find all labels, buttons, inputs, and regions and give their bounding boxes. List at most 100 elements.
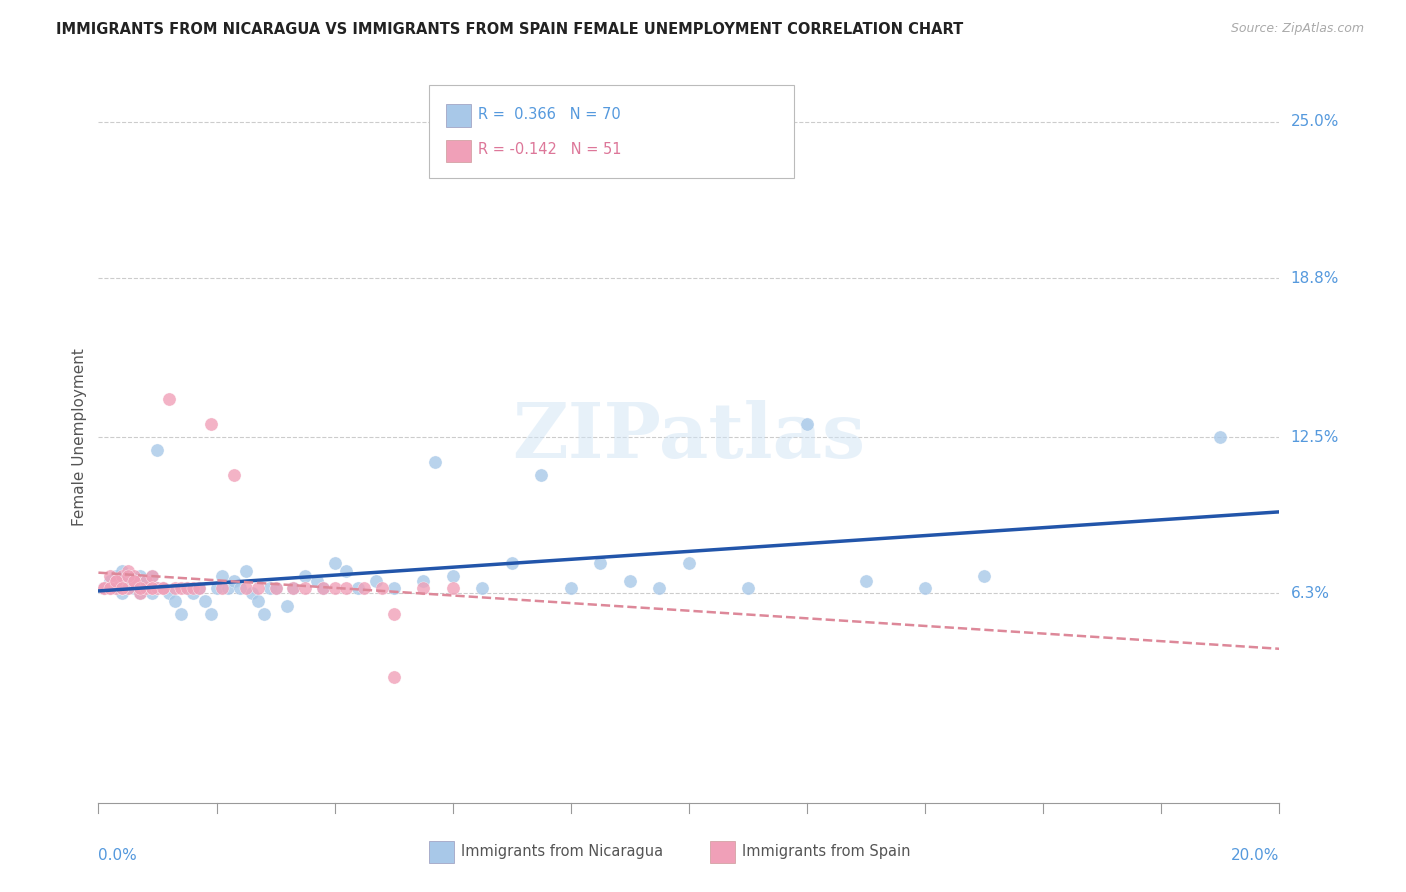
Point bbox=[117, 582, 139, 596]
Point bbox=[276, 599, 298, 613]
Point bbox=[141, 569, 163, 583]
Point bbox=[111, 569, 134, 583]
Point bbox=[98, 582, 121, 596]
Point bbox=[128, 582, 150, 596]
Point bbox=[294, 582, 316, 596]
Point bbox=[211, 582, 233, 596]
Point bbox=[128, 582, 150, 596]
Point bbox=[305, 574, 328, 588]
Point bbox=[146, 582, 169, 596]
Point bbox=[122, 574, 145, 588]
Point bbox=[128, 569, 150, 583]
Point bbox=[441, 582, 464, 596]
Point bbox=[128, 582, 150, 596]
Point bbox=[111, 582, 134, 596]
Point bbox=[246, 582, 269, 596]
Point bbox=[135, 582, 157, 596]
Point bbox=[335, 564, 357, 578]
Point bbox=[423, 455, 446, 469]
Point bbox=[165, 582, 187, 596]
Point bbox=[111, 582, 134, 596]
Point bbox=[128, 586, 150, 600]
Point bbox=[312, 582, 335, 596]
Point bbox=[217, 582, 239, 596]
Text: Source: ZipAtlas.com: Source: ZipAtlas.com bbox=[1230, 22, 1364, 36]
Point bbox=[323, 582, 346, 596]
Point bbox=[135, 582, 157, 596]
Point bbox=[560, 582, 582, 596]
Point bbox=[211, 569, 233, 583]
Text: 18.8%: 18.8% bbox=[1291, 270, 1339, 285]
Point bbox=[181, 582, 204, 596]
Point bbox=[283, 582, 305, 596]
Point bbox=[294, 569, 316, 583]
Text: 20.0%: 20.0% bbox=[1232, 848, 1279, 863]
Point bbox=[135, 574, 157, 588]
Point bbox=[200, 607, 222, 621]
Point bbox=[412, 582, 434, 596]
Point bbox=[200, 417, 222, 432]
Point bbox=[146, 442, 169, 457]
Text: Immigrants from Spain: Immigrants from Spain bbox=[742, 845, 911, 859]
Point bbox=[117, 564, 139, 578]
Point bbox=[224, 574, 246, 588]
Point bbox=[105, 569, 128, 583]
Point bbox=[187, 582, 209, 596]
Point bbox=[335, 582, 357, 596]
Point bbox=[347, 582, 370, 596]
Point bbox=[648, 582, 671, 596]
Point bbox=[187, 582, 209, 596]
Point bbox=[141, 569, 163, 583]
Point bbox=[382, 582, 405, 596]
Point bbox=[117, 569, 139, 583]
Point bbox=[98, 582, 121, 596]
Point bbox=[105, 582, 128, 596]
Point bbox=[122, 574, 145, 588]
Text: 0.0%: 0.0% bbox=[98, 848, 138, 863]
Point bbox=[235, 564, 257, 578]
Point bbox=[111, 586, 134, 600]
Text: ZIPatlas: ZIPatlas bbox=[512, 401, 866, 474]
Point bbox=[170, 607, 193, 621]
Point bbox=[259, 582, 281, 596]
Point bbox=[181, 586, 204, 600]
Point bbox=[152, 582, 174, 596]
Point bbox=[678, 556, 700, 570]
Text: 25.0%: 25.0% bbox=[1291, 114, 1339, 129]
Point bbox=[105, 574, 128, 588]
Point bbox=[122, 574, 145, 588]
Point bbox=[105, 582, 128, 596]
Point bbox=[98, 574, 121, 588]
Text: 6.3%: 6.3% bbox=[1291, 586, 1330, 601]
Point bbox=[122, 569, 145, 583]
Point bbox=[353, 582, 375, 596]
Text: 12.5%: 12.5% bbox=[1291, 430, 1339, 444]
Point bbox=[146, 582, 169, 596]
Point bbox=[441, 569, 464, 583]
Point bbox=[205, 582, 228, 596]
Point bbox=[122, 582, 145, 596]
Text: IMMIGRANTS FROM NICARAGUA VS IMMIGRANTS FROM SPAIN FEMALE UNEMPLOYMENT CORRELATI: IMMIGRANTS FROM NICARAGUA VS IMMIGRANTS … bbox=[56, 22, 963, 37]
Point bbox=[530, 467, 553, 482]
Point bbox=[117, 582, 139, 596]
Point bbox=[312, 582, 335, 596]
Point bbox=[589, 556, 612, 570]
Point bbox=[93, 582, 115, 596]
Point bbox=[855, 574, 877, 588]
Text: R = -0.142   N = 51: R = -0.142 N = 51 bbox=[478, 143, 621, 157]
Point bbox=[224, 467, 246, 482]
Point bbox=[98, 569, 121, 583]
Point bbox=[194, 594, 217, 608]
Point bbox=[235, 582, 257, 596]
Point bbox=[264, 582, 287, 596]
Point bbox=[105, 574, 128, 588]
Point bbox=[146, 582, 169, 596]
Point bbox=[364, 574, 387, 588]
Point bbox=[157, 586, 180, 600]
Point bbox=[382, 607, 405, 621]
Point bbox=[165, 594, 187, 608]
Point bbox=[93, 582, 115, 596]
Point bbox=[283, 582, 305, 596]
Point bbox=[371, 582, 394, 596]
Point bbox=[128, 586, 150, 600]
